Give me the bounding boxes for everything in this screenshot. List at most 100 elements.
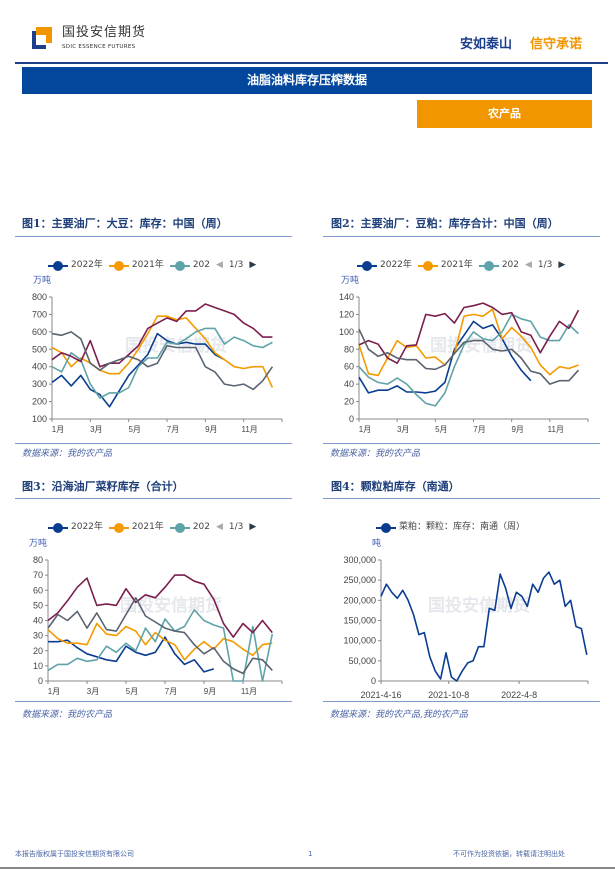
legend-item-202[interactable]: 202 xyxy=(169,522,210,533)
y-tick-label: 50 xyxy=(33,600,43,610)
legend-item-2022[interactable]: 2022年 xyxy=(48,522,103,533)
legend-item-nantong[interactable]: 菜粕：颗粒：库存：南通（周） xyxy=(376,522,525,533)
footer-disclaimer: 不可作为投资依据，转载请注明出处 xyxy=(453,850,565,858)
chart3-source: 数据来源：我的农产品 xyxy=(22,710,113,720)
chart2-unit: 万吨 xyxy=(341,276,360,286)
series-line-4 xyxy=(358,302,580,365)
y-tick-label: 0 xyxy=(371,676,376,686)
x-tick-label: 3月 xyxy=(90,425,102,434)
chart2-legend: 2022年 2021年 202 ◀ 1/3 ▶ xyxy=(357,260,565,271)
chart1-source: 数据来源：我的农产品 xyxy=(22,449,113,459)
legend-prev-icon[interactable]: ◀ xyxy=(216,260,223,270)
watermark: 国投安信期货 xyxy=(125,336,227,356)
y-tick-label: 100 xyxy=(339,327,354,337)
chart1-unit: 万吨 xyxy=(33,276,52,286)
x-tick-label: 11月 xyxy=(242,425,258,434)
x-tick-label: 3月 xyxy=(87,687,99,696)
series-line-2 xyxy=(47,622,273,661)
legend-prev-icon[interactable]: ◀ xyxy=(525,260,532,270)
slogan-right: 信守承诺 xyxy=(530,37,583,52)
y-tick-label: 80 xyxy=(344,344,354,354)
legend-item-2021[interactable]: 2021年 xyxy=(417,260,473,271)
y-tick-label: 200 xyxy=(32,397,47,407)
x-tick-label: 3月 xyxy=(397,425,409,434)
category-badge: 农产品 xyxy=(417,100,592,128)
x-tick-label: 5月 xyxy=(435,425,447,434)
y-tick-label: 800 xyxy=(32,292,47,302)
x-tick-label: 9月 xyxy=(204,687,216,696)
legend-next-icon[interactable]: ▶ xyxy=(249,522,257,532)
legend-pager: 1/3 xyxy=(228,260,244,270)
legend-marker xyxy=(357,260,377,271)
y-tick-label: 300,000 xyxy=(343,555,376,565)
y-tick-label: 0 xyxy=(38,676,43,686)
legend-item-2022[interactable]: 2022年 xyxy=(48,260,103,271)
x-tick-label: 5月 xyxy=(128,425,140,434)
y-tick-label: 500 xyxy=(32,344,47,354)
legend-label: 2021年 xyxy=(440,260,473,270)
chart4-legend: 菜粕：颗粒：库存：南通（周） xyxy=(376,522,525,533)
x-tick-label: 7月 xyxy=(473,425,485,434)
series-line-5 xyxy=(51,331,274,391)
series-line-4 xyxy=(51,303,273,368)
y-tick-label: 60 xyxy=(33,585,43,595)
legend-next-icon[interactable]: ▶ xyxy=(249,260,257,270)
x-tick-label: 1月 xyxy=(52,425,64,434)
chart2-bottom-divider xyxy=(323,443,600,444)
y-tick-label: 200,000 xyxy=(343,595,376,605)
y-tick-label: 30 xyxy=(33,631,43,641)
y-tick-label: 600 xyxy=(32,327,47,337)
series-line-2 xyxy=(51,315,274,388)
slogan-left: 安如泰山 xyxy=(460,37,513,52)
y-tick-label: 150,000 xyxy=(343,616,376,626)
x-tick-label: 2022-4-8 xyxy=(501,690,537,700)
watermark: 国投安信期货 xyxy=(428,596,530,616)
chart3-unit: 万吨 xyxy=(29,539,48,549)
x-tick-label: 11月 xyxy=(241,687,257,696)
legend-item-202[interactable]: 202 xyxy=(478,260,519,271)
y-tick-label: 40 xyxy=(344,379,354,389)
legend-item-2021[interactable]: 2021年 xyxy=(108,522,164,533)
legend-marker xyxy=(108,522,129,533)
series-line-1 xyxy=(358,320,532,394)
legend-label: 2022年 xyxy=(380,260,412,270)
page-number: 1 xyxy=(308,850,313,858)
footer-divider xyxy=(0,867,615,869)
chart4-source: 数据来源：我的农产品,我的农产品 xyxy=(330,710,468,720)
y-tick-label: 700 xyxy=(32,309,47,319)
x-tick-label: 5月 xyxy=(126,687,138,696)
series-line-3 xyxy=(358,313,580,407)
section-title: 油脂油料库存压榨数据 xyxy=(22,67,592,94)
legend-item-202[interactable]: 202 xyxy=(169,260,210,271)
x-tick-label: 2021-10-8 xyxy=(428,690,469,700)
y-tick-label: 70 xyxy=(33,570,43,580)
chart1-title-divider xyxy=(15,236,292,237)
y-tick-label: 60 xyxy=(344,362,354,372)
legend-item-2022[interactable]: 2022年 xyxy=(357,260,412,271)
y-tick-label: 140 xyxy=(339,292,354,302)
legend-item-2021[interactable]: 2021年 xyxy=(108,260,164,271)
x-tick-label: 9月 xyxy=(511,425,523,434)
legend-pager: 1/3 xyxy=(537,260,553,270)
series-line-3 xyxy=(51,327,273,399)
legend-marker xyxy=(417,260,438,271)
legend-marker xyxy=(48,260,68,271)
logo-icon xyxy=(32,27,52,49)
y-tick-label: 20 xyxy=(344,397,354,407)
legend-next-icon[interactable]: ▶ xyxy=(558,260,566,270)
watermark: 国投安信期货 xyxy=(120,596,222,616)
legend-prev-icon[interactable]: ◀ xyxy=(216,522,223,532)
x-tick-label: 7月 xyxy=(167,425,179,434)
legend-label: 202 xyxy=(501,260,519,270)
y-tick-label: 400 xyxy=(32,362,47,372)
logo-subtext: SDIC ESSENCE FUTURES xyxy=(62,44,136,50)
legend-label: 2022年 xyxy=(71,522,103,532)
y-tick-label: 40 xyxy=(33,616,43,626)
legend-marker xyxy=(169,522,190,533)
chart1-legend: 2022年 2021年 202 ◀ 1/3 ▶ xyxy=(48,260,256,271)
footer-copyright: 本报告版权属于国投安信期货有限公司 xyxy=(15,850,134,858)
series-line-1 xyxy=(51,332,225,408)
chart1-bottom-divider xyxy=(15,443,292,444)
legend-label: 菜粕：颗粒：库存：南通（周） xyxy=(399,522,526,532)
